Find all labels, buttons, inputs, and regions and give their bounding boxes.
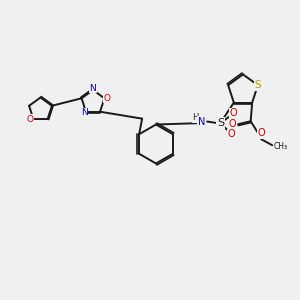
- Text: O: O: [103, 94, 110, 103]
- Text: O: O: [229, 108, 237, 118]
- Text: N: N: [90, 84, 96, 93]
- Text: O: O: [228, 129, 236, 140]
- Text: O: O: [27, 115, 34, 124]
- Text: S: S: [254, 80, 261, 90]
- Text: N: N: [81, 108, 88, 117]
- Text: O: O: [257, 128, 265, 138]
- Text: H: H: [192, 113, 198, 122]
- Text: CH₃: CH₃: [274, 142, 288, 151]
- Text: S: S: [217, 118, 224, 128]
- Text: N: N: [198, 116, 206, 127]
- Text: O: O: [229, 119, 236, 129]
